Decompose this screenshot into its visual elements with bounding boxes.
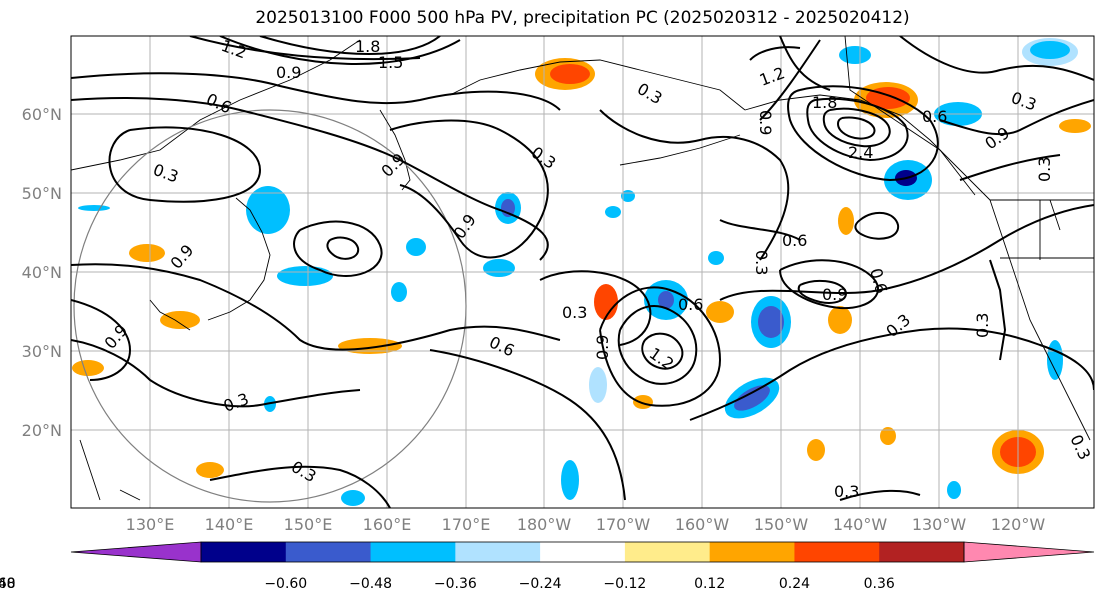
lon-label: 140°E [205, 515, 254, 534]
contour-label: 0.9 [756, 110, 775, 135]
precip-blob [341, 490, 365, 506]
colorbar-tick-label: −0.12 [603, 576, 646, 592]
precip-blob [658, 291, 674, 309]
contour-label: 2.4 [848, 143, 873, 162]
precip-blob [391, 282, 407, 302]
lon-label: 170°E [442, 515, 491, 534]
precip-blob [483, 259, 515, 277]
precip-blob [1047, 340, 1063, 380]
colorbar-tick-label: −0.60 [264, 576, 307, 592]
precip-blob [838, 207, 854, 235]
contour-label: 0.3 [973, 313, 992, 338]
precip-blob [129, 244, 165, 262]
colorbar: −0.60 −0.48 −0.36 −0.24 −0.12 0.12 0.24 … [0, 541, 1095, 592]
lat-label: 20°N [22, 421, 62, 440]
precip-blob [550, 64, 590, 84]
precip-blob [589, 367, 607, 403]
precip-blob [828, 306, 852, 334]
colorbar-tick-label: −0.36 [434, 576, 477, 592]
lon-label: 160°W [675, 515, 730, 534]
contour-label: 0.6 [922, 107, 947, 126]
contour-label: 0.6 [782, 231, 807, 250]
lon-label: 130°E [126, 515, 175, 534]
precip-blob [406, 238, 426, 256]
colorbar-extend-max [963, 541, 1095, 563]
lon-label: 150°W [754, 515, 809, 534]
colorbar-tick-label: −0.48 [349, 576, 392, 592]
precip-blob [706, 301, 734, 323]
precip-blob [1030, 41, 1070, 59]
precip-blob [1059, 119, 1091, 133]
range-circle [73, 109, 467, 503]
lon-label: 120°W [991, 515, 1046, 534]
contour-label: 0.3 [752, 250, 771, 275]
lat-label: 40°N [22, 263, 62, 282]
precip-blob [880, 427, 896, 445]
colorbar-segment [370, 542, 456, 562]
lat-label: 60°N [22, 105, 62, 124]
colorbar-ticks: −0.60 −0.48 −0.36 −0.24 −0.12 0.12 0.24 … [0, 576, 895, 592]
precip-blob [277, 266, 333, 286]
colorbar-segment [455, 542, 541, 562]
map-plot-area: 1.2 1.8 1.5 0.9 0.6 0.3 0.9 0.3 0.9 0.9 … [71, 36, 1094, 508]
colorbar-segment [285, 542, 372, 562]
lat-label: 30°N [22, 342, 62, 361]
colorbar-segment [879, 542, 965, 562]
contour-label: 1.5 [378, 53, 403, 72]
colorbar-tick-label: 0.48 [0, 576, 16, 592]
colorbar-segment [540, 542, 626, 562]
contour-label: 0.6 [678, 295, 703, 314]
precip-blob [758, 306, 784, 338]
colorbar-tick-label: 0.24 [779, 576, 810, 592]
lon-label: 160°E [363, 515, 412, 534]
contour-label: 0.3 [1035, 157, 1054, 182]
precip-blob [594, 284, 618, 320]
colorbar-segment [201, 542, 287, 562]
precip-blob [807, 439, 825, 461]
coastlines [71, 36, 1094, 501]
contour-label: 0.3 [834, 482, 859, 501]
contour-label: 1.8 [355, 37, 380, 56]
map-title: 2025013100 F000 500 hPa PV, precipitatio… [255, 8, 910, 28]
precip-blob [78, 205, 110, 211]
colorbar-tick-label: 0.12 [694, 576, 725, 592]
precip-blob [338, 338, 402, 354]
colorbar-segments [70, 541, 1095, 563]
precip-blob [734, 385, 770, 411]
colorbar-tick-label: 0.36 [864, 576, 895, 592]
lon-label: 150°E [284, 515, 333, 534]
colorbar-tick-label: −0.24 [519, 576, 562, 592]
colorbar-segment [794, 542, 880, 562]
precip-blob [839, 46, 871, 64]
precip-blob [633, 395, 653, 409]
lon-label: 180°W [517, 515, 572, 534]
precip-blob [947, 481, 961, 499]
precip-blob [708, 251, 724, 265]
precip-blob [160, 311, 200, 329]
longitude-labels: 130°E 140°E 150°E 160°E 170°E 180°W 170°… [126, 515, 1046, 534]
map-frame [70, 35, 1095, 509]
lat-label: 50°N [22, 184, 62, 203]
lon-label: 170°W [596, 515, 651, 534]
colorbar-extend-min [70, 541, 202, 563]
precip-blob [561, 460, 579, 500]
contour-label: 1.8 [812, 93, 837, 112]
contour-label: 0.9 [822, 285, 847, 304]
lon-label: 140°W [833, 515, 888, 534]
contour-label: 0.3 [562, 303, 587, 322]
colorbar-segment [624, 542, 711, 562]
precip-blob [605, 206, 621, 218]
colorbar-frame [200, 541, 965, 563]
precip-blob [196, 462, 224, 478]
contour-label: 0.9 [276, 63, 301, 82]
latitude-labels: 60°N 50°N 40°N 30°N 20°N [22, 105, 62, 440]
lon-label: 130°W [912, 515, 967, 534]
colorbar-tick-label: 0.60 [0, 576, 16, 592]
precip-anomaly-layer [72, 38, 1091, 506]
pv-contours [71, 36, 1094, 508]
contour-label: 0.9 [593, 335, 612, 360]
colorbar-segment [709, 542, 795, 562]
precip-blob [72, 360, 104, 376]
